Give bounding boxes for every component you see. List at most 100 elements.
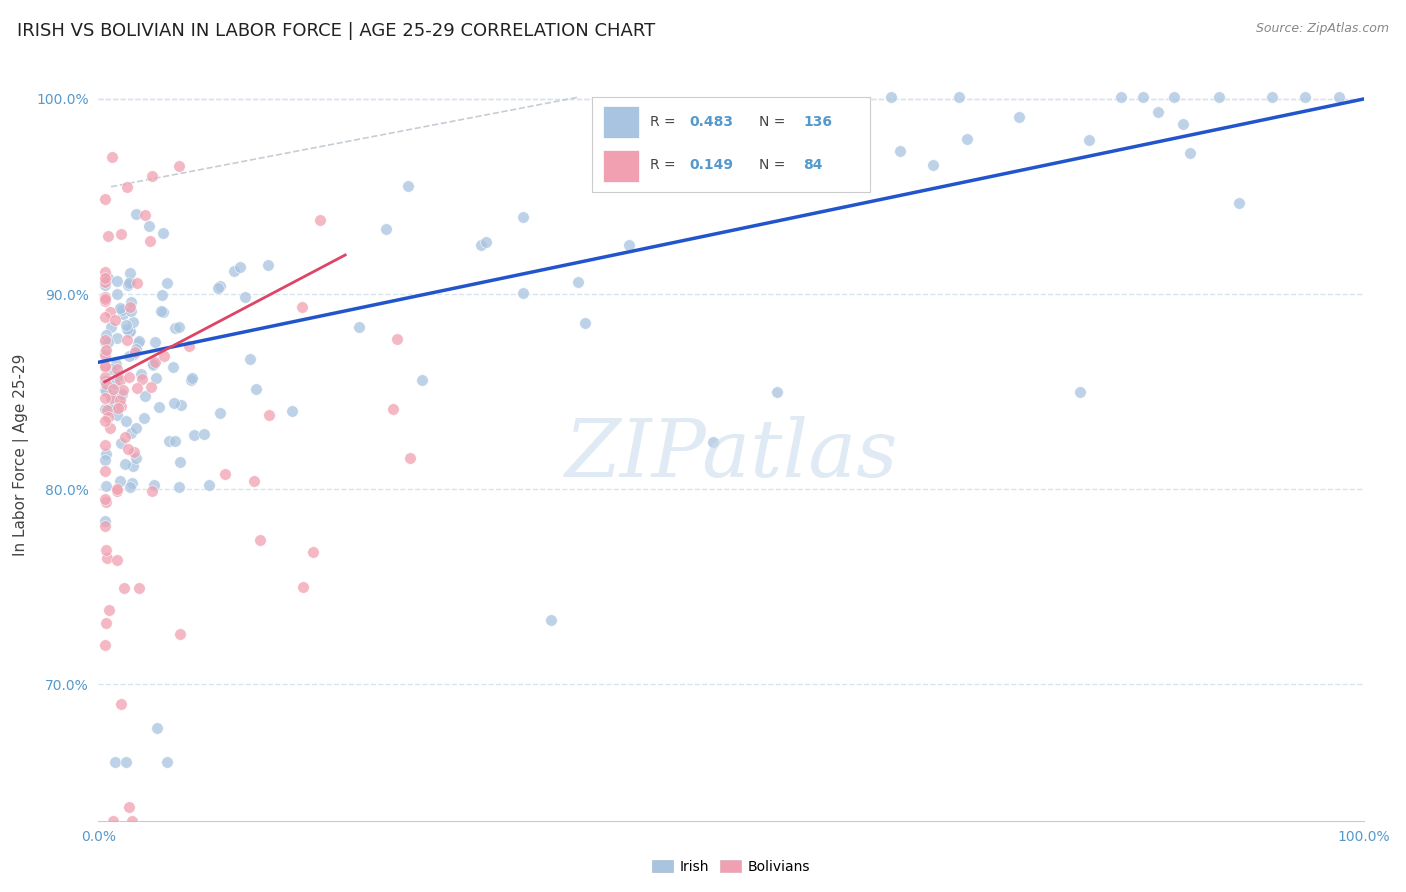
Point — [180, 370, 202, 384]
Point — [93, 514, 117, 528]
Point — [131, 372, 153, 386]
Point — [117, 276, 139, 290]
Point — [163, 320, 186, 334]
Point — [110, 436, 132, 450]
Text: 0.483: 0.483 — [689, 115, 734, 129]
Point — [143, 478, 166, 492]
Point — [1208, 90, 1230, 104]
Point — [93, 359, 117, 373]
Point — [97, 229, 120, 244]
Point — [96, 551, 118, 566]
Point — [93, 437, 117, 451]
Point — [100, 388, 122, 402]
Point — [93, 348, 117, 362]
Point — [97, 409, 120, 424]
Point — [118, 800, 141, 814]
Point — [1261, 90, 1284, 104]
Point — [105, 362, 128, 376]
Point — [117, 277, 139, 292]
Point — [93, 310, 117, 324]
Point — [110, 373, 132, 387]
Point — [118, 480, 141, 494]
Point — [808, 131, 831, 145]
Point — [411, 373, 433, 387]
Point — [124, 344, 146, 359]
Bar — [603, 106, 640, 138]
Point — [115, 322, 138, 336]
Point — [257, 258, 280, 272]
Point — [96, 384, 118, 398]
Point — [93, 293, 117, 308]
Point — [98, 304, 121, 318]
Point — [112, 581, 135, 595]
Point — [773, 170, 796, 185]
Point — [889, 144, 911, 158]
Point — [96, 543, 118, 558]
Point — [214, 467, 236, 482]
Point — [702, 435, 724, 450]
Point — [139, 234, 162, 248]
Point — [128, 581, 150, 595]
Point — [1294, 90, 1316, 104]
Point — [1163, 90, 1185, 104]
Point — [94, 327, 117, 342]
Point — [115, 180, 138, 194]
Point — [93, 275, 117, 289]
Point — [120, 295, 142, 310]
Point — [1327, 90, 1350, 104]
Point — [117, 370, 139, 384]
Point — [239, 351, 262, 366]
Point — [101, 382, 124, 396]
Point — [93, 392, 117, 406]
Point — [93, 492, 117, 507]
Point — [169, 455, 191, 469]
Point — [97, 334, 120, 349]
Point — [132, 411, 155, 425]
Point — [94, 479, 117, 493]
Point — [93, 360, 117, 375]
Point — [347, 320, 370, 334]
Point — [118, 275, 141, 289]
Point — [243, 474, 266, 488]
Point — [110, 474, 132, 488]
Point — [93, 333, 117, 347]
Point — [98, 420, 121, 434]
Point — [512, 285, 534, 300]
Point — [183, 428, 205, 442]
Point — [114, 318, 136, 332]
Point — [104, 755, 127, 769]
Point — [540, 613, 562, 627]
Point — [387, 332, 409, 346]
Point — [104, 376, 127, 391]
Point — [101, 361, 124, 376]
Point — [125, 450, 148, 465]
Point — [149, 304, 172, 318]
Point — [114, 755, 136, 769]
Point — [163, 396, 186, 410]
Point — [141, 484, 163, 499]
Point — [167, 159, 190, 173]
Point — [93, 638, 117, 652]
Point — [1008, 111, 1031, 125]
Point — [131, 367, 153, 381]
Point — [617, 237, 640, 252]
Text: IRISH VS BOLIVIAN IN LABOR FORCE | AGE 25-29 CORRELATION CHART: IRISH VS BOLIVIAN IN LABOR FORCE | AGE 2… — [17, 22, 655, 40]
Point — [115, 413, 138, 427]
Point — [1069, 384, 1091, 399]
Point — [143, 334, 166, 349]
Point — [110, 697, 132, 711]
Point — [94, 494, 117, 508]
Point — [292, 580, 315, 594]
Text: Source: ZipAtlas.com: Source: ZipAtlas.com — [1256, 22, 1389, 36]
Point — [94, 290, 117, 304]
Point — [125, 421, 148, 435]
Point — [105, 274, 128, 288]
Point — [110, 227, 132, 241]
Point — [209, 279, 232, 293]
Point — [125, 381, 148, 395]
Point — [104, 357, 127, 371]
Point — [105, 331, 128, 345]
Point — [120, 304, 142, 318]
Point — [145, 721, 167, 735]
Point — [142, 359, 165, 373]
